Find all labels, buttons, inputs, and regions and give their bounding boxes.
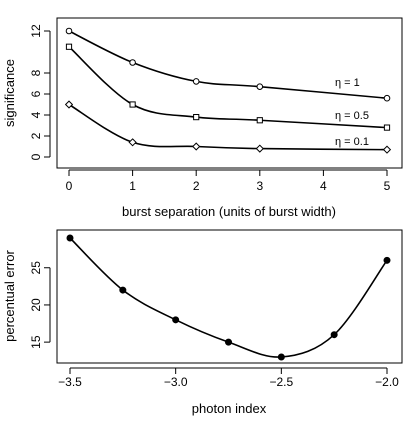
x-tick-label: 3 xyxy=(256,179,263,193)
data-point-filled xyxy=(119,286,127,294)
plot-frame xyxy=(56,17,403,169)
data-point-square xyxy=(256,117,263,124)
percentual-error-chart: −3.5 −3.0 −2.5 −2.0 15 20 25 photon index per… xyxy=(2,229,403,416)
data-point-circle xyxy=(65,27,73,35)
series-line-0 xyxy=(68,30,388,99)
data-point-filled xyxy=(277,353,285,361)
data-point-filled xyxy=(383,256,391,264)
y-tick-label: 12 xyxy=(29,24,43,38)
y-tick-label: 20 xyxy=(29,298,43,312)
data-point-square xyxy=(129,101,136,108)
data-point-circle xyxy=(192,78,200,85)
x-tick-label: −3.5 xyxy=(58,375,82,389)
data-point-filled xyxy=(330,331,338,339)
data-point-diamond xyxy=(128,138,137,147)
data-point-diamond xyxy=(382,145,392,154)
x-tick-label: 2 xyxy=(193,179,200,193)
data-point-diamond xyxy=(64,100,74,109)
plot-frame xyxy=(56,229,403,364)
data-point-square xyxy=(65,43,73,50)
y-axis-label: significance xyxy=(2,59,17,127)
x-axis-label: photon index xyxy=(192,401,267,416)
y-tick-label: 6 xyxy=(29,90,43,97)
y-axis-label: percentual error xyxy=(2,249,17,341)
data-point-diamond xyxy=(192,142,201,151)
data-point-circle xyxy=(256,83,264,90)
x-tick-label: 5 xyxy=(384,179,391,193)
data-point-circle xyxy=(129,59,136,66)
series-label-eta-1: η = 1 xyxy=(335,77,360,89)
data-point-circle xyxy=(383,94,391,102)
series-label-eta-0.5: η = 0.5 xyxy=(335,110,369,122)
x-tick-label: 4 xyxy=(320,179,327,193)
data-point-diamond xyxy=(255,144,264,153)
x-tick-label: −2.5 xyxy=(269,375,293,389)
series-label-eta-0.1: η = 0.1 xyxy=(335,136,369,148)
y-tick-label: 4 xyxy=(29,111,43,118)
y-tick-label: 25 xyxy=(29,261,43,275)
y-tick-label: 8 xyxy=(29,69,43,76)
x-tick-label: 0 xyxy=(66,179,73,193)
x-axis-label: burst separation (units of burst width) xyxy=(122,204,336,219)
x-tick-label: −2.0 xyxy=(375,375,399,389)
y-tick-label: 2 xyxy=(29,132,43,139)
data-point-filled xyxy=(225,338,232,346)
x-tick-label: 1 xyxy=(129,179,136,193)
y-tick-label: 0 xyxy=(29,153,43,160)
data-point-filled xyxy=(172,316,180,324)
y-tick-label: 15 xyxy=(29,335,43,349)
data-point-square xyxy=(193,114,200,121)
data-point-filled xyxy=(66,234,74,242)
x-tick-label: −3.0 xyxy=(164,375,188,389)
data-point-square xyxy=(383,124,391,131)
